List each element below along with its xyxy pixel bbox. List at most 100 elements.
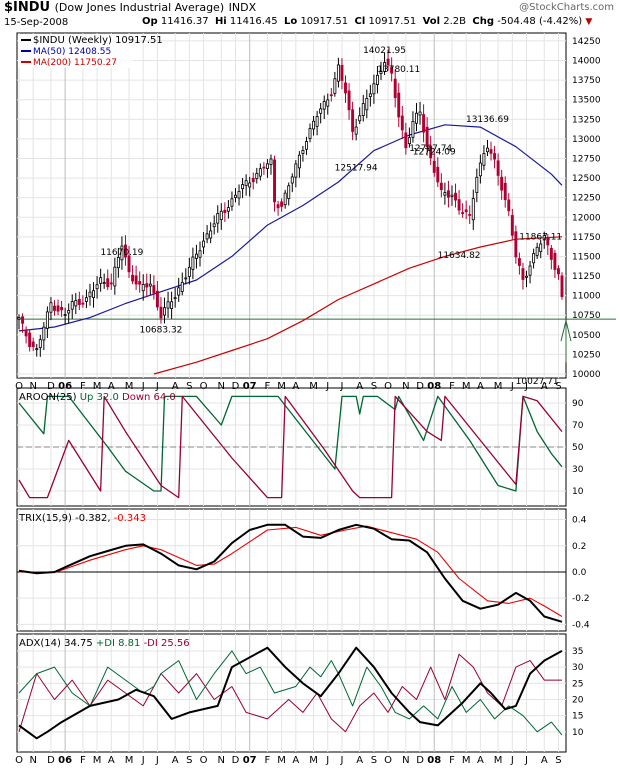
candle-body — [67, 310, 71, 314]
candle — [308, 123, 312, 143]
y-tick-label: 14000 — [572, 57, 601, 67]
candle — [205, 225, 209, 244]
candle-body — [422, 114, 426, 133]
candle — [319, 102, 323, 124]
candle-body — [99, 277, 103, 284]
candle-body — [365, 98, 369, 111]
x-tick-label: F — [80, 755, 86, 766]
y-tick-label: 15 — [572, 712, 583, 722]
candle — [507, 193, 511, 217]
candle-body — [326, 99, 330, 107]
y-tick-label: 50 — [572, 443, 584, 453]
trix-legend: TRIX(15,9) -0.382, -0.343 — [18, 513, 146, 524]
candle-body — [315, 116, 319, 127]
cl-value: 10917.51 — [368, 16, 417, 27]
candle — [56, 299, 60, 316]
candle — [493, 145, 497, 169]
candle — [230, 191, 234, 211]
price-annotation: 14021.95 — [363, 46, 406, 56]
x-tick-label: D — [232, 381, 240, 392]
candle — [287, 182, 291, 206]
candle — [35, 344, 39, 357]
x-tick-label: M — [125, 381, 134, 392]
y-tick-label: 30 — [572, 465, 584, 475]
candle — [212, 215, 216, 235]
candle-body — [319, 108, 323, 114]
x-tick-label: F — [80, 381, 86, 392]
candle-body — [489, 149, 493, 154]
y-tick-label: 90 — [572, 399, 584, 409]
candle — [500, 169, 504, 200]
y-tick-label: 11250 — [572, 272, 601, 282]
candle-body — [375, 74, 379, 85]
y-tick-label: -0.2 — [572, 594, 590, 604]
candle-body — [493, 153, 497, 160]
candle-body — [248, 182, 252, 188]
candle — [333, 71, 337, 97]
candle — [21, 313, 25, 333]
candle — [31, 337, 35, 352]
x-tick-label: D — [232, 755, 240, 766]
candle-body — [521, 268, 525, 280]
candle — [486, 139, 489, 157]
candle-body — [262, 166, 266, 169]
candle — [109, 273, 113, 290]
candle — [276, 200, 280, 216]
candle — [517, 252, 521, 275]
x-tick-label: A — [108, 755, 115, 766]
trix-signal-line — [18, 525, 563, 617]
candle-body — [63, 314, 67, 316]
candle — [556, 265, 560, 280]
quote-bar: Op 11416.37 Hi 11416.45 Lo 10917.51 Cl 1… — [142, 16, 592, 27]
y-tick-label: 10000 — [572, 370, 601, 380]
candle-body — [45, 311, 49, 329]
candle-body — [173, 297, 177, 300]
candle-body — [361, 103, 365, 116]
candle-body — [400, 115, 404, 131]
y-tick-label: 10 — [572, 728, 584, 738]
candle — [418, 101, 422, 125]
price-annotation: 12724.09 — [413, 148, 456, 158]
candle — [425, 117, 429, 156]
candle-body — [347, 90, 351, 111]
candle — [390, 57, 394, 82]
candle — [234, 188, 237, 203]
x-tick-label: O — [384, 755, 392, 766]
candle — [244, 174, 248, 196]
candle — [549, 244, 553, 270]
lo-value: 10917.51 — [300, 16, 349, 27]
x-tick-label: M — [125, 755, 134, 766]
candle — [340, 58, 344, 90]
x-tick-label: J — [524, 755, 528, 766]
candle — [67, 303, 71, 324]
candle-body — [386, 58, 390, 66]
adx-minus-di-label: -DI 25.56 — [144, 638, 190, 649]
candle-body — [517, 258, 521, 266]
candle — [187, 257, 191, 285]
x-tick-label: D — [47, 381, 55, 392]
y-tick-label: 0.2 — [572, 542, 586, 552]
candle — [116, 247, 120, 278]
candle — [53, 300, 56, 316]
price-annotation: 11670.19 — [100, 248, 143, 258]
candle — [446, 180, 450, 208]
x-tick-label: A — [292, 755, 299, 766]
candle-body — [120, 245, 124, 261]
candle-body — [155, 290, 159, 308]
candle-body — [457, 199, 461, 211]
x-tick-label: A — [541, 381, 548, 392]
x-tick-label: S — [371, 755, 377, 766]
candle-body — [351, 109, 355, 132]
candle — [457, 190, 461, 215]
candle — [415, 103, 418, 132]
candle — [248, 176, 252, 197]
candle-body — [205, 233, 209, 240]
candle — [489, 141, 493, 161]
candle — [42, 321, 46, 351]
candle-body — [31, 341, 35, 348]
aroon-up-line — [18, 395, 563, 492]
aroon-up-label: Up 32.0 — [80, 392, 122, 403]
candle — [432, 151, 436, 177]
candle-body — [35, 348, 39, 351]
candle — [503, 176, 507, 208]
